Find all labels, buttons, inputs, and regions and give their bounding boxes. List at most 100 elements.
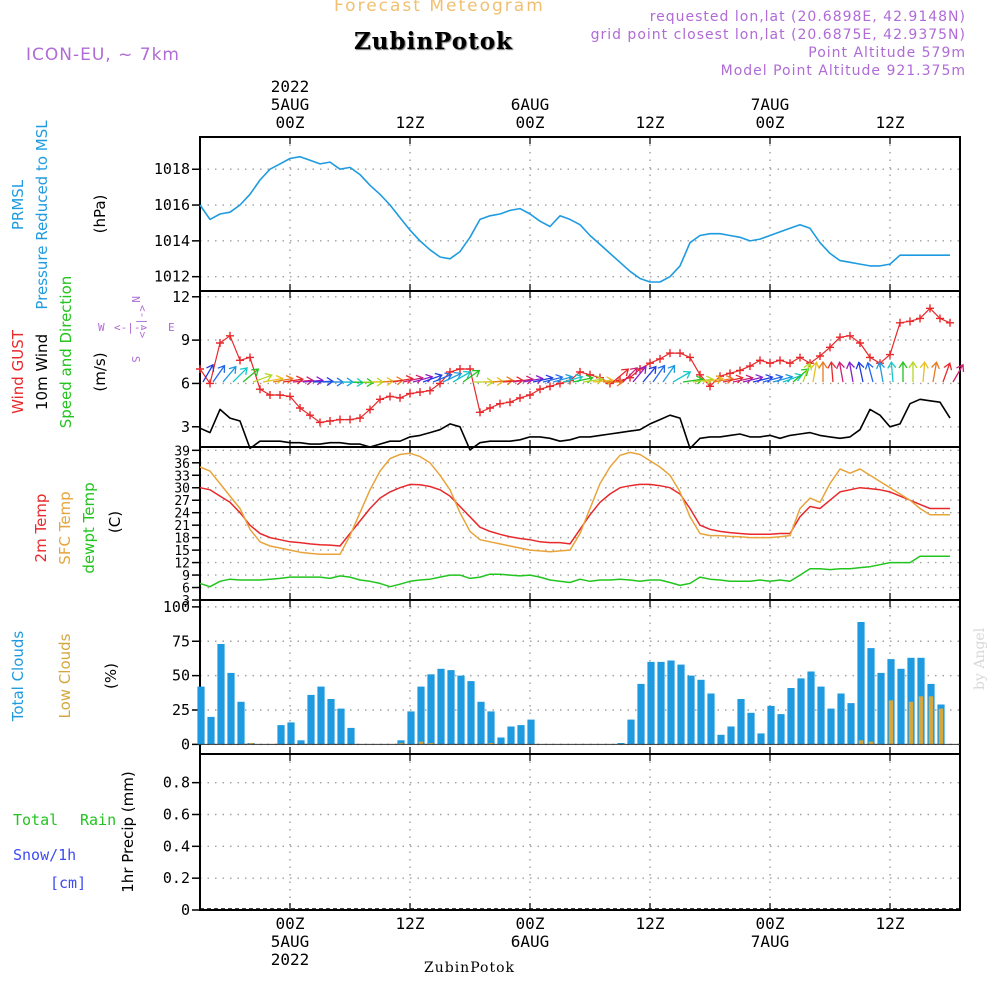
wind-arrow — [898, 360, 908, 382]
y-tick-label: 18 — [174, 532, 190, 547]
total-cloud-bar — [417, 686, 425, 745]
wind-arrow — [242, 368, 260, 383]
total-cloud-bar — [447, 670, 455, 745]
wind-arrow — [652, 364, 666, 383]
top-time-label: 00Z — [276, 113, 305, 132]
gust-series-line — [199, 307, 951, 423]
total-cloud-bar — [517, 725, 525, 745]
gust-point — [376, 395, 384, 404]
low-clouds-bars — [248, 696, 944, 745]
compass-n: N — [129, 296, 142, 303]
pressure-panel: 1012 1014 1016 1018 — [154, 136, 961, 292]
gust-point — [236, 356, 244, 365]
wind-arrow — [292, 376, 315, 386]
precip-label-snow: Snow/1h — [13, 846, 76, 864]
total-cloud-bar — [617, 743, 625, 745]
y-tick-label: 0 — [181, 901, 190, 919]
gust-point — [486, 404, 494, 412]
gust-point — [776, 356, 784, 365]
wind-arrow — [222, 365, 237, 383]
gust-point — [926, 304, 934, 313]
gust-point — [886, 350, 894, 359]
wind-arrow — [818, 360, 828, 382]
total-cloud-bar — [647, 661, 655, 745]
gust-point — [736, 366, 744, 375]
wind-arrow — [811, 361, 820, 383]
y-tick-label: 30 — [174, 482, 190, 497]
gust-point — [196, 365, 204, 373]
gust-point — [396, 393, 404, 402]
gust-point — [216, 339, 224, 347]
gust-point — [946, 318, 954, 327]
wind-arrow — [802, 362, 813, 383]
gust-point — [306, 411, 314, 420]
precip-label-total: Total — [13, 811, 58, 829]
wind-arrow — [876, 361, 885, 383]
y-tick-label: 0 — [181, 735, 190, 753]
total-cloud-bar — [707, 693, 715, 745]
gust-point — [346, 415, 354, 424]
temp-label-2m: 2m Temp — [32, 494, 50, 563]
y-tick-label: 0.8 — [163, 774, 190, 792]
gust-point — [206, 379, 214, 388]
temp-label-sfc: SFC Temp — [56, 491, 74, 564]
gust-point — [666, 349, 674, 358]
sfc-temp-series-line — [199, 451, 950, 556]
bottom-time-label: 12Z — [636, 914, 665, 933]
pressure-series-line — [199, 155, 950, 283]
wind-arrow — [282, 375, 304, 385]
total-cloud-bar — [487, 711, 495, 745]
total-cloud-bar — [637, 683, 645, 745]
wind-arrow — [632, 365, 647, 383]
total-cloud-bar — [477, 701, 485, 745]
wind-arrow — [887, 360, 897, 383]
total-cloud-bar — [507, 726, 515, 745]
wind-arrows — [202, 360, 965, 388]
low-cloud-bar — [488, 743, 494, 745]
y-tick-label: 0.4 — [163, 837, 190, 855]
wind-arrow — [462, 369, 481, 383]
total-cloud-bar — [657, 661, 665, 745]
total-cloud-bar — [857, 622, 865, 745]
gust-point — [686, 353, 694, 362]
y-tick-label: 9 — [182, 569, 190, 584]
y-tick-label: 9 — [181, 331, 190, 349]
total-cloud-bar — [347, 727, 355, 745]
wind-arrow — [827, 360, 837, 383]
low-cloud-bar — [858, 740, 864, 745]
total-cloud-bar — [227, 672, 235, 745]
top-time-label: 5AUG — [271, 95, 310, 114]
y-tick-label: 0.2 — [163, 869, 190, 887]
pressure-label-prmsl: PRMSL — [9, 179, 27, 230]
compass-ns-arrow: <-|-> — [136, 305, 149, 338]
wind-arrow — [402, 374, 424, 384]
gust-point — [386, 392, 394, 401]
total-cloud-bar — [307, 694, 315, 745]
total-cloud-bar — [837, 693, 845, 745]
wind-arrow — [592, 376, 615, 386]
total-cloud-bar — [317, 686, 325, 745]
wind-arrow — [532, 374, 554, 384]
low-cloud-bar — [908, 701, 914, 745]
gust-point — [546, 382, 554, 391]
gust-point — [836, 333, 844, 342]
gust-point — [896, 318, 904, 327]
total-cloud-bar — [287, 722, 295, 745]
gust-point — [826, 343, 834, 352]
wind-label-direction: Speed and Direction — [57, 276, 75, 429]
temp-unit: (C) — [106, 511, 124, 533]
wind-arrow — [452, 370, 472, 383]
gust-point — [426, 386, 434, 395]
wind-arrow — [919, 360, 929, 383]
wind-arrow — [712, 375, 734, 384]
total-cloud-bar — [437, 668, 445, 745]
gust-point — [766, 359, 774, 368]
wind-arrow — [232, 367, 248, 383]
gust-point — [406, 389, 414, 398]
gust-point — [496, 399, 504, 408]
gust-point — [326, 417, 334, 425]
wind-arrow — [272, 375, 294, 384]
wind-label-10m: 10m Wind — [33, 334, 51, 410]
total-cloud-bar — [407, 711, 415, 745]
